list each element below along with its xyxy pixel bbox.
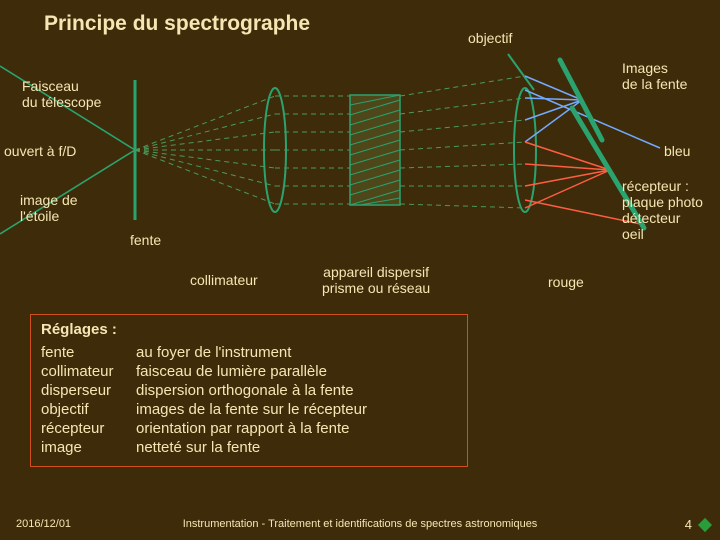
- settings-value: netteté sur la fente: [136, 439, 260, 456]
- label-ouvert: ouvert à f/D: [4, 143, 76, 159]
- footer-caption: Instrumentation - Traitement et identifi…: [0, 518, 720, 530]
- objective-lens-icon: [514, 88, 536, 212]
- settings-value: faisceau de lumière parallèle: [136, 363, 327, 380]
- dispersed-rays-icon: [400, 76, 525, 208]
- settings-value: dispersion orthogonale à la fente: [136, 382, 354, 399]
- label-dispersif: appareil dispersif prisme ou réseau: [322, 264, 430, 296]
- label-recepteur: récepteur : plaque photo détecteur oeil: [622, 178, 703, 242]
- settings-key: disperseur: [41, 382, 136, 399]
- label-images-fente: Images de la fente: [622, 60, 687, 92]
- settings-row: collimateurfaisceau de lumière parallèle: [41, 363, 457, 380]
- label-objectif: objectif: [468, 30, 512, 46]
- settings-row: disperseurdispersion orthogonale à la fe…: [41, 382, 457, 399]
- settings-row: récepteurorientation par rapport à la fe…: [41, 420, 457, 437]
- settings-row: fenteau foyer de l'instrument: [41, 344, 457, 361]
- settings-row: objectifimages de la fente sur le récept…: [41, 401, 457, 418]
- settings-box: Réglages : fenteau foyer de l'instrument…: [30, 314, 468, 467]
- label-rouge: rouge: [548, 274, 584, 290]
- settings-key: fente: [41, 344, 136, 361]
- objectif-pointer: [508, 54, 534, 90]
- footer-pagenum: 4: [685, 517, 692, 532]
- settings-key: récepteur: [41, 420, 136, 437]
- label-fente: fente: [130, 232, 161, 248]
- settings-row: imagenetteté sur la fente: [41, 439, 457, 456]
- settings-value: images de la fente sur le récepteur: [136, 401, 367, 418]
- label-faisceau: Faisceau du télescope: [22, 78, 101, 110]
- label-image-etoile: image de l'étoile: [20, 192, 78, 224]
- disperser-icon: [350, 95, 400, 205]
- settings-rows: fenteau foyer de l'instrumentcollimateur…: [41, 344, 457, 456]
- settings-value: orientation par rapport à la fente: [136, 420, 349, 437]
- settings-value: au foyer de l'instrument: [136, 344, 291, 361]
- settings-key: objectif: [41, 401, 136, 418]
- label-bleu: bleu: [664, 143, 690, 159]
- settings-key: image: [41, 439, 136, 456]
- label-collimateur: collimateur: [190, 272, 258, 288]
- settings-key: collimateur: [41, 363, 136, 380]
- settings-header: Réglages :: [41, 321, 457, 338]
